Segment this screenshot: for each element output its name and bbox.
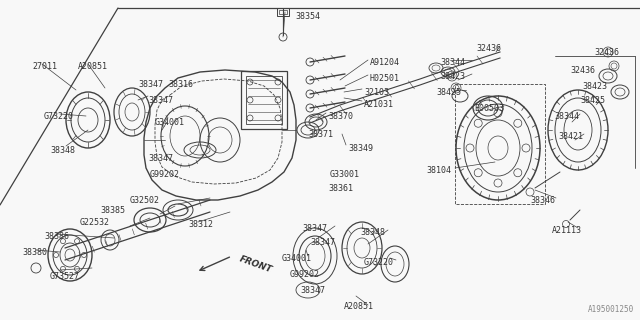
Text: G34001: G34001 xyxy=(155,118,185,127)
Text: G22532: G22532 xyxy=(80,218,110,227)
Text: 38347: 38347 xyxy=(310,238,335,247)
Text: G99202: G99202 xyxy=(150,170,180,179)
Text: 38347: 38347 xyxy=(300,286,325,295)
Text: 38425: 38425 xyxy=(580,96,605,105)
Text: 38348: 38348 xyxy=(360,228,385,237)
Text: E00503: E00503 xyxy=(474,104,504,113)
Text: 38344: 38344 xyxy=(554,112,579,121)
Text: 38346: 38346 xyxy=(530,196,555,205)
Text: 38349: 38349 xyxy=(348,144,373,153)
Text: 32436: 32436 xyxy=(476,44,501,53)
Text: G73220: G73220 xyxy=(364,258,394,267)
Text: 38344: 38344 xyxy=(440,58,465,67)
Text: 38104: 38104 xyxy=(426,166,451,175)
Text: 38347: 38347 xyxy=(138,80,163,89)
Text: G33001: G33001 xyxy=(330,170,360,179)
Text: 38380: 38380 xyxy=(22,248,47,257)
Text: A195001250: A195001250 xyxy=(588,305,634,314)
Text: 38316: 38316 xyxy=(168,80,193,89)
Text: 38347: 38347 xyxy=(302,224,327,233)
Text: 38425: 38425 xyxy=(436,88,461,97)
Text: FRONT: FRONT xyxy=(238,254,273,274)
Text: G73527: G73527 xyxy=(50,272,80,281)
Text: G34001: G34001 xyxy=(282,254,312,263)
Text: 32436: 32436 xyxy=(570,66,595,75)
Text: 38371: 38371 xyxy=(308,130,333,139)
Text: 38361: 38361 xyxy=(328,184,353,193)
Text: G99202: G99202 xyxy=(290,270,320,279)
Text: 38385: 38385 xyxy=(100,206,125,215)
Text: A21031: A21031 xyxy=(364,100,394,109)
Text: A20851: A20851 xyxy=(344,302,374,311)
Text: 38421: 38421 xyxy=(558,132,583,141)
Text: 38354: 38354 xyxy=(295,12,320,21)
Text: A20851: A20851 xyxy=(78,62,108,71)
Text: 32103: 32103 xyxy=(364,88,389,97)
Text: 38348: 38348 xyxy=(50,146,75,155)
Text: G73220: G73220 xyxy=(44,112,74,121)
Text: 27011: 27011 xyxy=(32,62,57,71)
Text: 38370: 38370 xyxy=(328,112,353,121)
Text: 32436: 32436 xyxy=(594,48,619,57)
Text: 38312: 38312 xyxy=(188,220,213,229)
Text: A21113: A21113 xyxy=(552,226,582,235)
Text: G32502: G32502 xyxy=(130,196,160,205)
Text: 38423: 38423 xyxy=(440,72,465,81)
Text: 38386: 38386 xyxy=(44,232,69,241)
Text: 38423: 38423 xyxy=(582,82,607,91)
Text: 38347: 38347 xyxy=(148,96,173,105)
Text: A91204: A91204 xyxy=(370,58,400,67)
Text: H02501: H02501 xyxy=(370,74,400,83)
Text: 38347: 38347 xyxy=(148,154,173,163)
